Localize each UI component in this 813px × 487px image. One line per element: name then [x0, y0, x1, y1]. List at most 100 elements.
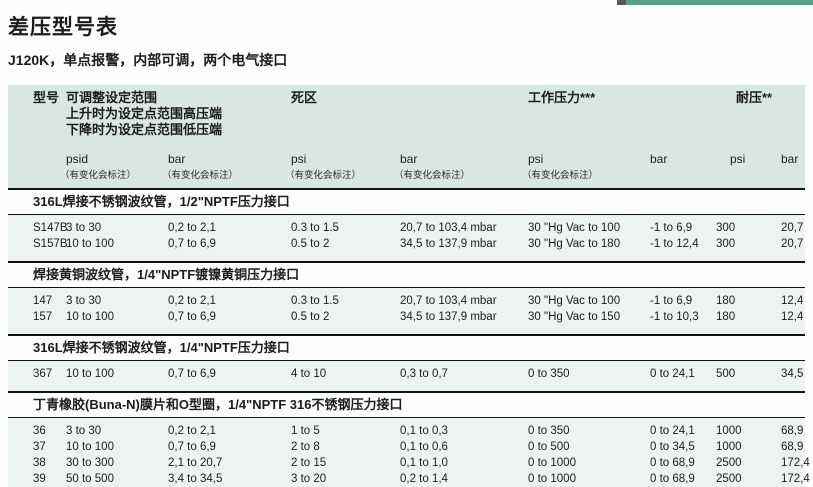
unit-working-psi: psi — [528, 152, 544, 166]
table-header-band: 型号 可调整设定范围 上升时为设定点范围高压端 下降时为设定点范围低压端 死区 … — [8, 85, 805, 188]
page-title: 差压型号表 — [8, 16, 118, 39]
unit-proof-bar: bar — [781, 152, 799, 166]
cell-proof-bar: 68,9 — [781, 425, 804, 437]
unit-set-bar: bar — [168, 152, 186, 166]
cell-working-bar: 0 to 68,9 — [650, 473, 695, 485]
cell-working-psi: 0 to 350 — [528, 425, 570, 437]
cell-set-bar: 0,7 to 6,9 — [168, 311, 216, 323]
table-row: 38 30 to 300 2,1 to 20,7 2 to 15 0,1 to … — [8, 455, 810, 471]
cell-deadband-psi: 0.3 to 1.5 — [291, 295, 339, 307]
cell-deadband-psi: 2 to 15 — [291, 457, 327, 469]
unit-deadband-bar: bar — [400, 152, 418, 166]
cell-proof-psi: 500 — [716, 368, 736, 380]
cell-deadband-bar: 20,7 to 103,4 mbar — [400, 222, 497, 234]
cell-set-bar: 0,2 to 2,1 — [168, 222, 216, 234]
cell-deadband-bar: 20,7 to 103,4 mbar — [400, 295, 497, 307]
cell-deadband-bar: 34,5 to 137,9 mbar — [400, 311, 497, 323]
page-subtitle: J120K，单点报警，内部可调，两个电气接口 — [8, 52, 288, 68]
cell-working-psi: 30 "Hg Vac to 100 — [528, 295, 621, 307]
section-title: 丁青橡胶(Buna-N)膜片和O型圈，1/4"NPTF 316不锈钢压力接口 — [8, 393, 805, 418]
table-row: 37 10 to 100 0,7 to 6,9 2 to 8 0,1 to 0,… — [8, 439, 805, 455]
table-row: 36 3 to 30 0,2 to 2,1 1 to 5 0,1 to 0,3 … — [8, 423, 805, 439]
cell-proof-bar: 172,4 — [781, 457, 810, 469]
cell-working-bar: -1 to 6,9 — [650, 295, 693, 307]
cell-working-bar: 0 to 68,9 — [650, 457, 695, 469]
unit-working-bar: bar — [650, 152, 668, 166]
cell-set-psid: 3 to 30 — [66, 222, 102, 234]
cell-working-bar: -1 to 12,4 — [650, 238, 699, 250]
set-range-line3: 下降时为设定点范围低压端 — [66, 122, 223, 137]
cell-proof-psi: 1000 — [716, 425, 742, 437]
cell-set-bar: 0,7 to 6,9 — [168, 368, 216, 380]
cell-set-psid: 10 to 100 — [66, 238, 114, 250]
unit-deadband-psi: psi — [291, 152, 307, 166]
cell-model: 37 — [33, 441, 46, 453]
table-row: S157B 10 to 100 0,7 to 6,9 0.5 to 2 34,5… — [8, 236, 805, 252]
col-header-model: 型号 — [33, 90, 60, 105]
cell-proof-bar: 20,7 — [781, 238, 804, 250]
unit-set-psid: psid — [66, 152, 89, 166]
cell-proof-bar: 172,4 — [781, 473, 810, 485]
cell-proof-bar: 20,7 — [781, 222, 804, 234]
cell-set-psid: 3 to 30 — [66, 295, 102, 307]
cell-working-bar: 0 to 24,1 — [650, 368, 695, 380]
cell-model: S147B — [33, 222, 68, 234]
cell-deadband-psi: 0.5 to 2 — [291, 238, 330, 250]
model-table: 型号 可调整设定范围 上升时为设定点范围高压端 下降时为设定点范围低压端 死区 … — [8, 85, 810, 487]
cell-model: 367 — [33, 368, 53, 380]
cell-proof-psi: 1000 — [716, 441, 742, 453]
cell-working-psi: 0 to 350 — [528, 368, 570, 380]
cell-deadband-psi: 4 to 10 — [291, 368, 327, 380]
section-brass-quarter-nptf: 焊接黄铜波纹管，1/4"NPTF镀镍黄铜压力接口 147 3 to 30 0,2… — [8, 261, 805, 334]
cell-working-psi: 0 to 1000 — [528, 457, 576, 469]
cell-proof-psi: 2500 — [716, 473, 742, 485]
section-title: 焊接黄铜波纹管，1/4"NPTF镀镍黄铜压力接口 — [8, 263, 805, 288]
cell-proof-bar: 12,4 — [781, 311, 804, 323]
cell-working-bar: -1 to 10,3 — [650, 311, 699, 323]
cell-proof-psi: 300 — [716, 238, 736, 250]
table-row: 147 3 to 30 0,2 to 2,1 0.3 to 1.5 20,7 t… — [8, 293, 805, 309]
cell-working-psi: 30 "Hg Vac to 150 — [528, 311, 621, 323]
cell-proof-bar: 34,5 — [781, 368, 804, 380]
cell-deadband-psi: 3 to 20 — [291, 473, 327, 485]
cell-working-bar: -1 to 6,9 — [650, 222, 693, 234]
cell-model: 147 — [33, 295, 53, 307]
note-deadband-psi: （有变化会标注） — [285, 170, 362, 181]
cell-set-psid: 10 to 100 — [66, 311, 114, 323]
table-row: S147B 3 to 30 0,2 to 2,1 0.3 to 1.5 20,7… — [8, 220, 805, 236]
cell-proof-psi: 2500 — [716, 457, 742, 469]
cell-model: 38 — [33, 457, 46, 469]
cell-model: S157B — [33, 238, 68, 250]
cell-deadband-bar: 34,5 to 137,9 mbar — [400, 238, 497, 250]
cell-set-psid: 10 to 100 — [66, 441, 114, 453]
cell-proof-bar: 12,4 — [781, 295, 804, 307]
cell-set-bar: 0,7 to 6,9 — [168, 441, 216, 453]
cell-working-psi: 30 "Hg Vac to 100 — [528, 222, 621, 234]
cell-deadband-bar: 0,3 to 0,7 — [400, 368, 448, 380]
cell-deadband-bar: 0,1 to 1,0 — [400, 457, 448, 469]
table-row: 367 10 to 100 0,7 to 6,9 4 to 10 0,3 to … — [8, 366, 805, 382]
cell-model: 36 — [33, 425, 46, 437]
section-title: 316L焊接不锈钢波纹管，1/2"NPTF压力接口 — [8, 190, 805, 215]
cell-deadband-psi: 0.3 to 1.5 — [291, 222, 339, 234]
note-set-psid: （有变化会标注） — [60, 170, 137, 181]
unit-proof-psi: psi — [730, 152, 746, 166]
col-header-set-range: 可调整设定范围 上升时为设定点范围高压端 下降时为设定点范围低压端 — [66, 90, 291, 138]
accent-bar — [617, 0, 813, 5]
cell-set-psid: 3 to 30 — [66, 425, 102, 437]
cell-set-bar: 0,2 to 2,1 — [168, 295, 216, 307]
set-range-line1: 可调整设定范围 — [66, 90, 158, 105]
section-316l-half-nptf: 316L焊接不锈钢波纹管，1/2"NPTF压力接口 S147B 3 to 30 … — [8, 188, 805, 261]
cell-deadband-bar: 0,2 to 1,4 — [400, 473, 448, 485]
note-set-bar: （有变化会标注） — [162, 170, 239, 181]
cell-deadband-psi: 1 to 5 — [291, 425, 320, 437]
cell-set-bar: 0,7 to 6,9 — [168, 238, 216, 250]
note-working-psi: （有变化会标注） — [522, 170, 599, 181]
cell-working-psi: 30 "Hg Vac to 180 — [528, 238, 621, 250]
cell-working-psi: 0 to 1000 — [528, 473, 576, 485]
cell-working-bar: 0 to 24,1 — [650, 425, 695, 437]
cell-set-psid: 30 to 300 — [66, 457, 114, 469]
cell-deadband-bar: 0,1 to 0,6 — [400, 441, 448, 453]
cell-proof-psi: 180 — [716, 311, 736, 323]
col-header-proof-pressure: 耐压** — [736, 90, 773, 105]
